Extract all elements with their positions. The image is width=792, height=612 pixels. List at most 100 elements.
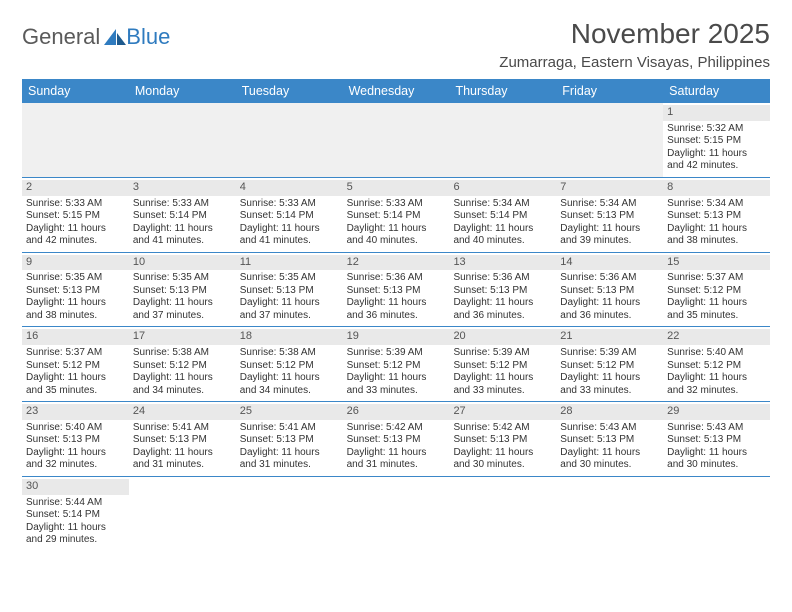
day-cell-3: 3Sunrise: 5:33 AMSunset: 5:14 PMDaylight… [129,178,236,252]
day-day1: Daylight: 11 hours [133,223,232,236]
day-sunset: Sunset: 5:14 PM [240,210,339,223]
day-sunset: Sunset: 5:13 PM [240,285,339,298]
weeks-container: 1 Sunrise: 5:32 AMSunset: 5:15 PM Daylight… [22,103,770,551]
day-number: 29 [663,404,770,420]
day-sunset: Sunset: 5:13 PM [560,210,659,223]
day-day1: Daylight: 11 hours [453,447,552,460]
day-cell-24: 24Sunrise: 5:41 AMSunset: 5:13 PMDayligh… [129,402,236,476]
day-day1: Daylight: 11 hours [560,297,659,310]
day-number: 9 [22,255,129,271]
brand-text-2: Blue [126,24,170,50]
day-cell-blank [236,103,343,177]
day-sunset: Sunset: 5:13 PM [26,434,125,447]
day-number: 6 [449,180,556,196]
day-sunset: Sunset: 5:12 PM [560,360,659,373]
day-header-wednesday: Wednesday [343,79,450,103]
day-sunrise: Sunrise: 5:38 AM [240,347,339,360]
day-cell-13: 13Sunrise: 5:36 AMSunset: 5:13 PMDayligh… [449,253,556,327]
day-cell-12: 12Sunrise: 5:36 AMSunset: 5:13 PMDayligh… [343,253,450,327]
day-sunset: Sunset: 5:12 PM [347,360,446,373]
day-day1: Daylight: 11 hours [453,297,552,310]
day-sunrise: Sunrise: 5:42 AM [347,422,446,435]
day-day1: Daylight: 11 hours [26,372,125,385]
day-cell-10: 10Sunrise: 5:35 AMSunset: 5:13 PMDayligh… [129,253,236,327]
day-day2: and 32 minutes. [667,385,766,398]
sail-icon [102,27,128,47]
day-cell-16: 16Sunrise: 5:37 AMSunset: 5:12 PMDayligh… [22,327,129,401]
day-sunset: Sunset: 5:13 PM [667,210,766,223]
day-cell-21: 21Sunrise: 5:39 AMSunset: 5:12 PMDayligh… [556,327,663,401]
day-cell-1: 1Sunrise: 5:32 AMSunset: 5:15 PMDaylight… [663,103,770,177]
day-sunset: Sunset: 5:13 PM [453,285,552,298]
day-sunset: Sunset: 5:13 PM [133,285,232,298]
day-sunrise: Sunrise: 5:33 AM [240,198,339,211]
day-cell-blank [236,477,343,551]
day-sunset: Sunset: 5:13 PM [667,434,766,447]
brand-text-1: General [22,24,100,50]
day-sunrise: Sunrise: 5:33 AM [133,198,232,211]
day-sunset: Sunset: 5:14 PM [26,509,125,522]
day-number: 4 [236,180,343,196]
day-cell-blank [343,103,450,177]
day-day1: Daylight: 11 hours [453,372,552,385]
day-day1: Daylight: 11 hours [240,297,339,310]
day-sunset: Sunset: 5:13 PM [560,285,659,298]
day-number: 16 [22,329,129,345]
day-sunrise: Sunrise: 5:33 AM [26,198,125,211]
day-sunset: Sunset: 5:13 PM [240,434,339,447]
day-sunset: Sunset: 5:12 PM [667,285,766,298]
day-sunrise: Sunrise: 5:32 AM [667,123,766,136]
day-day1: Daylight: 11 hours [133,372,232,385]
day-day1: Daylight: 11 hours [347,447,446,460]
day-number: 24 [129,404,236,420]
day-sunrise: Sunrise: 5:35 AM [133,272,232,285]
day-day1: Daylight: 11 hours [240,372,339,385]
day-sunrise: Sunrise: 5:37 AM [667,272,766,285]
day-cell-blank [129,103,236,177]
day-sunrise: Sunrise: 5:36 AM [560,272,659,285]
day-day2: and 37 minutes. [133,310,232,323]
day-sunrise: Sunrise: 5:40 AM [26,422,125,435]
day-sunset: Sunset: 5:13 PM [347,285,446,298]
day-sunset: Sunset: 5:13 PM [133,434,232,447]
day-number: 17 [129,329,236,345]
day-day2: and 29 minutes. [26,534,125,547]
day-sunrise: Sunrise: 5:39 AM [453,347,552,360]
day-cell-blank [556,103,663,177]
day-cell-blank [663,477,770,551]
day-cell-9: 9Sunrise: 5:35 AMSunset: 5:13 PMDaylight… [22,253,129,327]
day-day1: Daylight: 11 hours [560,372,659,385]
day-header-row: SundayMondayTuesdayWednesdayThursdayFrid… [22,79,770,103]
day-sunset: Sunset: 5:13 PM [560,434,659,447]
month-title: November 2025 [499,18,770,50]
day-day1: Daylight: 11 hours [26,447,125,460]
day-number: 20 [449,329,556,345]
day-day1: Daylight: 11 hours [453,223,552,236]
day-header-monday: Monday [129,79,236,103]
day-cell-26: 26Sunrise: 5:42 AMSunset: 5:13 PMDayligh… [343,402,450,476]
day-number: 7 [556,180,663,196]
day-sunset: Sunset: 5:12 PM [240,360,339,373]
day-day2: and 38 minutes. [26,310,125,323]
day-sunset: Sunset: 5:12 PM [26,360,125,373]
day-day2: and 30 minutes. [453,459,552,472]
day-day1: Daylight: 11 hours [667,223,766,236]
day-sunrise: Sunrise: 5:34 AM [667,198,766,211]
day-day1: Daylight: 11 hours [560,223,659,236]
day-day1: Daylight: 11 hours [667,297,766,310]
day-cell-20: 20Sunrise: 5:39 AMSunset: 5:12 PMDayligh… [449,327,556,401]
day-sunrise: Sunrise: 5:42 AM [453,422,552,435]
day-number: 26 [343,404,450,420]
day-day2: and 37 minutes. [240,310,339,323]
day-day1: Daylight: 11 hours [240,223,339,236]
day-number: 1 [663,105,770,121]
day-cell-23: 23 Sunrise: 5:40 AMSunset: 5:13 PMDayligh… [22,402,129,476]
day-day1: Daylight: 11 hours [560,447,659,460]
day-number: 23 [22,404,129,420]
day-day2: and 30 minutes. [667,459,766,472]
week-row: 23Sunrise: 5:40 AMSunset: 5:13 PMDayligh… [22,402,770,477]
day-sunset: Sunset: 5:15 PM [667,135,766,148]
day-sunrise: Sunrise: 5:33 AM [347,198,446,211]
day-cell-7: 7Sunrise: 5:34 AMSunset: 5:13 PMDaylight… [556,178,663,252]
week-row: 30Sunrise: 5:44 AMSunset: 5:14 PMDayligh… [22,477,770,551]
